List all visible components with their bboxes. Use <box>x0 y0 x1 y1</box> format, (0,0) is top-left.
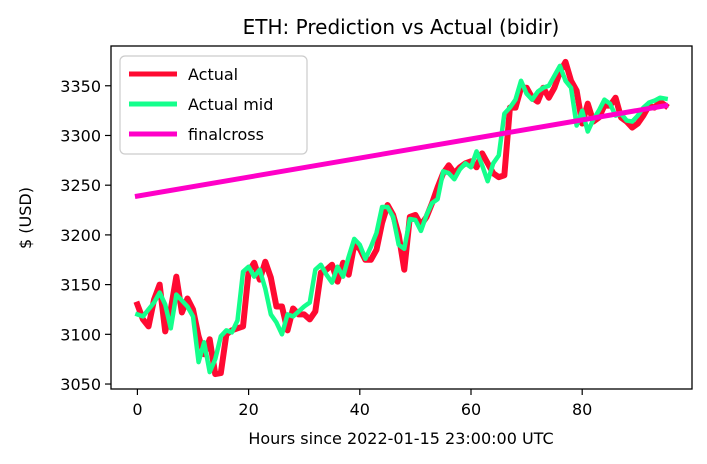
x-tick-label: 80 <box>572 400 592 419</box>
chart-title: ETH: Prediction vs Actual (bidir) <box>243 15 560 39</box>
legend-label: finalcross <box>188 125 264 144</box>
y-tick-label: 3200 <box>60 226 101 245</box>
legend-box <box>119 55 308 155</box>
y-tick-label: 3350 <box>60 77 101 96</box>
series-line-finalcross <box>134 102 669 200</box>
y-axis-label: $ (USD) <box>16 187 35 249</box>
y-tick-label: 3300 <box>60 126 101 145</box>
y-tick-label: 3250 <box>60 176 101 195</box>
x-axis-label: Hours since 2022-01-15 23:00:00 UTC <box>248 429 553 448</box>
y-tick-label: 3050 <box>60 375 101 394</box>
x-tick-label: 60 <box>461 400 481 419</box>
legend-label: Actual <box>188 65 238 84</box>
y-tick-label: 3100 <box>60 325 101 344</box>
legend-items: Actual Actual mid finalcross <box>129 65 273 144</box>
ticks-layer: 0 20 40 60 80 3050 3100 3150 3200 3250 3300 3350 <box>60 77 592 419</box>
series-layer <box>133 58 670 378</box>
x-tick-label: 20 <box>238 400 258 419</box>
series-line-actual <box>133 58 670 378</box>
y-tick-label: 3150 <box>60 276 101 295</box>
x-tick-label: 0 <box>132 400 142 419</box>
legend-label: Actual mid <box>188 95 273 114</box>
plot-frame <box>110 45 693 390</box>
legend: Actual Actual mid finalcross <box>119 55 308 155</box>
x-tick-label: 40 <box>350 400 370 419</box>
